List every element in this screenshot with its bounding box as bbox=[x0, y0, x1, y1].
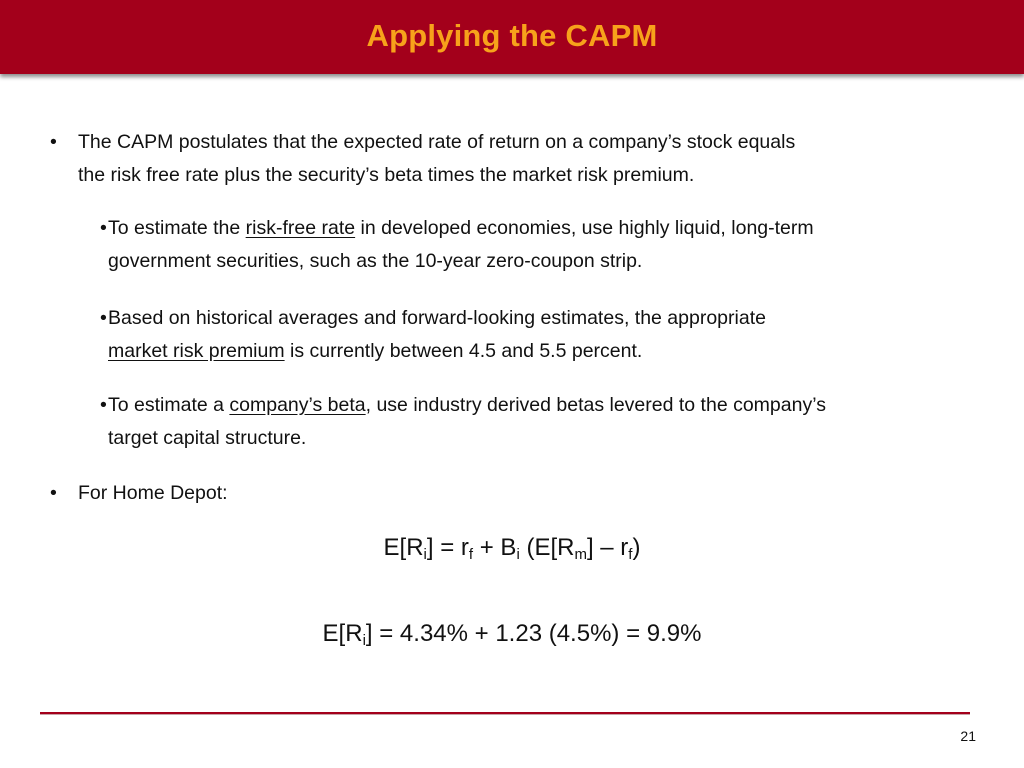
formula-part: ) bbox=[632, 534, 641, 561]
bullet-line: To estimate a company’s beta, use indust… bbox=[108, 389, 826, 422]
bullet-marker: • bbox=[100, 307, 107, 329]
bullet-text: Based on historical averages and forward… bbox=[108, 302, 766, 368]
bullet-line: To estimate the risk-free rate in develo… bbox=[108, 212, 814, 245]
page-number: 21 bbox=[960, 728, 976, 744]
formula-part: E[R bbox=[322, 620, 363, 647]
formula-subscript: f bbox=[628, 546, 633, 563]
formula-part: + B bbox=[473, 534, 517, 561]
bullet-text: The CAPM postulates that the expected ra… bbox=[78, 126, 795, 192]
formula-part: ] = r bbox=[426, 534, 469, 561]
bullet-marker: • bbox=[50, 482, 57, 504]
bullet-marker: • bbox=[100, 394, 107, 416]
footer-divider bbox=[40, 712, 970, 715]
formula-subscript: m bbox=[574, 546, 587, 563]
text-fragment: is currently between 4.5 and 5.5 percent… bbox=[284, 340, 643, 362]
formula-subscript: i bbox=[423, 546, 427, 563]
title-bar: Applying the CAPM bbox=[0, 0, 1024, 74]
capm-formula: E[Ri] = rf + Bi (E[Rm] – rf) bbox=[0, 534, 1024, 562]
bullet-marker: • bbox=[100, 217, 107, 239]
formula-subscript: i bbox=[362, 632, 366, 649]
risk-free-rate-link[interactable]: risk-free rate bbox=[245, 217, 356, 239]
formula-subscript: f bbox=[468, 546, 474, 563]
bullet-line: target capital structure. bbox=[108, 427, 307, 449]
text-fragment: To estimate the bbox=[108, 217, 246, 239]
slide-title: Applying the CAPM bbox=[366, 18, 658, 53]
bullet-line: The CAPM postulates that the expected ra… bbox=[78, 131, 796, 153]
formula-subscript: i bbox=[516, 546, 520, 563]
home-depot-calculation: E[Ri] = 4.34% + 1.23 (4.5%) = 9.9% bbox=[0, 620, 1024, 648]
bullet-marker: • bbox=[50, 131, 57, 153]
formula-part: E[R bbox=[383, 534, 424, 561]
bullet-line: Based on historical averages and forward… bbox=[108, 307, 766, 329]
bullet-line: government securities, such as the 10-ye… bbox=[108, 250, 643, 272]
company-beta-link[interactable]: company’s beta bbox=[229, 394, 366, 416]
bullet-text: For Home Depot: bbox=[78, 482, 228, 504]
formula-part: ] = 4.34% + 1.23 (4.5%) = 9.9% bbox=[365, 620, 702, 647]
text-fragment: To estimate a bbox=[108, 394, 230, 416]
bullet-line: market risk premium is currently between… bbox=[108, 335, 766, 368]
text-fragment: , use industry derived betas levered to … bbox=[365, 394, 826, 416]
formula-part: (E[R bbox=[519, 534, 575, 561]
market-risk-premium-link[interactable]: market risk premium bbox=[108, 340, 285, 362]
bullet-text: To estimate the risk-free rate in develo… bbox=[108, 212, 814, 278]
bullet-text: To estimate a company’s beta, use indust… bbox=[108, 389, 826, 455]
bullet-line: the risk free rate plus the security’s b… bbox=[78, 164, 695, 186]
text-fragment: in developed economies, use highly liqui… bbox=[355, 217, 814, 239]
formula-part: ] – r bbox=[586, 534, 629, 561]
